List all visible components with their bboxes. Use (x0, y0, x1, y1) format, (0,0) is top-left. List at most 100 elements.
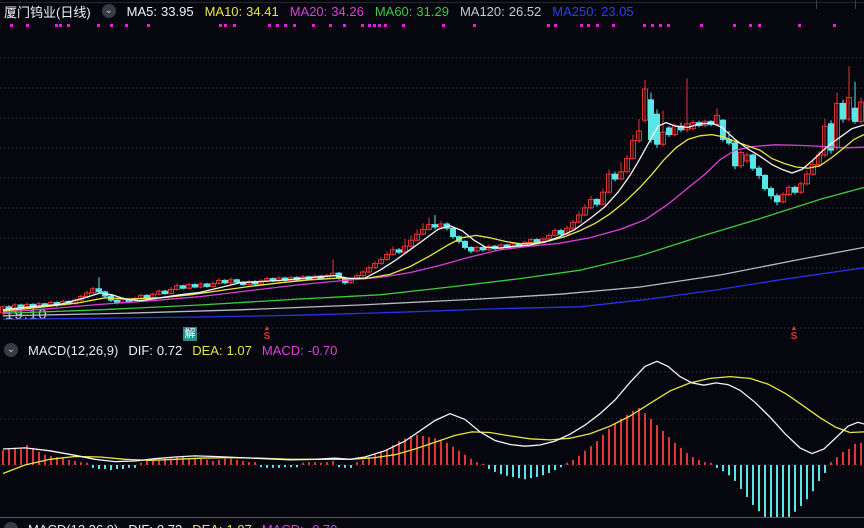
candle-up (390, 249, 396, 256)
candle-up (618, 171, 624, 180)
candle-up (372, 263, 378, 269)
ma10-legend: MA10: 34.41 (204, 3, 279, 19)
jie-marker-badge[interactable]: 解 (183, 327, 197, 341)
dif-value: DIF: 0.72 (128, 342, 183, 358)
candle-up (168, 288, 174, 295)
candle-up (822, 125, 828, 156)
macd-chart[interactable] (0, 360, 864, 518)
candle-up (216, 279, 222, 284)
stock-title: 厦门钨业(日线) (4, 4, 91, 20)
panel-divider (0, 517, 864, 518)
candle-up (408, 239, 414, 247)
candle-down (792, 186, 798, 193)
candle-up (360, 271, 366, 277)
dif-line (2, 360, 864, 463)
candle-down (558, 230, 564, 235)
candle-up (798, 183, 804, 193)
candle-down (750, 154, 756, 169)
candle-up (660, 131, 666, 145)
candle-up (228, 279, 234, 284)
candle-up (576, 214, 582, 223)
candle-down (396, 249, 402, 253)
candle-up (636, 130, 642, 142)
candle-down (114, 299, 120, 304)
ma20-line (2, 144, 864, 313)
candle-up (414, 233, 420, 241)
candle-up (786, 186, 792, 196)
next-panel-legend-clipped: ⌄ MACD(12,26,9) DIF:0.72 DEA:1.07 MACD:-… (4, 520, 337, 528)
candle-down (468, 246, 474, 252)
macd-histogram (2, 408, 862, 518)
candle-up (426, 224, 432, 230)
candle-down (768, 188, 774, 197)
ex-dividend-marker[interactable]: ▲ S (263, 325, 271, 342)
candle-up (600, 191, 606, 205)
candle-up (552, 230, 558, 236)
ma120-legend: MA120: 26.52 (459, 3, 542, 19)
candle-down (594, 198, 600, 205)
top-tick (816, 0, 817, 9)
candle-down (222, 279, 228, 284)
candle-up (378, 258, 384, 265)
candle-up (498, 244, 504, 250)
candle-up (174, 285, 180, 290)
top-border (0, 2, 864, 3)
candles-layer (0, 66, 864, 316)
candle-down (450, 227, 456, 238)
candle-down (828, 123, 834, 151)
candle-down (432, 224, 438, 228)
candle-up (624, 158, 630, 173)
candle-down (762, 174, 768, 190)
chevron-down-icon[interactable]: ⌄ (4, 343, 18, 357)
ma250-line (2, 267, 864, 321)
dea-line (2, 375, 864, 475)
candle-down (180, 285, 186, 289)
candle-up (570, 221, 576, 229)
ma5-legend: MA5: 33.95 (126, 3, 194, 19)
candle-up (582, 207, 588, 216)
candle-down (162, 290, 168, 295)
ma60-legend: MA60: 31.29 (374, 3, 449, 19)
chart-header: 厦门钨业(日线) ⌄ MA5: 33.95 MA10: 34.41 MA20: 34.… (4, 2, 634, 20)
candle-up (384, 254, 390, 260)
candle-up (564, 227, 570, 235)
candle-up (402, 245, 408, 253)
candle-up (846, 96, 852, 120)
ma10-line (2, 133, 864, 312)
candle-down (852, 107, 858, 122)
chevron-down-icon[interactable]: ⌄ (101, 4, 116, 18)
candle-down (192, 284, 198, 288)
event-dots (10, 24, 836, 27)
candle-up (546, 234, 552, 240)
candle-down (732, 142, 738, 167)
candle-up (186, 284, 192, 289)
candle-up (804, 173, 810, 185)
candle-up (630, 140, 636, 160)
candle-up (744, 154, 750, 162)
candle-up (90, 288, 96, 294)
candle-down (144, 294, 150, 299)
candle-up (810, 164, 816, 175)
candle-down (774, 195, 780, 203)
chevron-down-icon: ⌄ (4, 522, 18, 528)
macd-gridlines (0, 371, 864, 466)
candle-up (210, 282, 216, 287)
macd-value: MACD: -0.70 (261, 342, 338, 358)
candle-up (420, 228, 426, 235)
dea-value: DEA: 1.07 (192, 342, 252, 358)
candle-up (528, 239, 534, 244)
ma250-legend: MA250: 23.05 (552, 3, 634, 19)
candle-down (612, 173, 618, 180)
ex-dividend-marker[interactable]: ▲ S (790, 325, 798, 342)
candle-down (666, 127, 672, 136)
main-chart[interactable] (0, 0, 864, 340)
ma120-line (2, 246, 864, 317)
candle-up (780, 194, 786, 203)
candle-up (606, 173, 612, 193)
candle-up (198, 283, 204, 288)
candle-up (246, 281, 252, 286)
candle-up (474, 246, 480, 252)
candle-up (714, 114, 720, 125)
candle-up (156, 290, 162, 295)
